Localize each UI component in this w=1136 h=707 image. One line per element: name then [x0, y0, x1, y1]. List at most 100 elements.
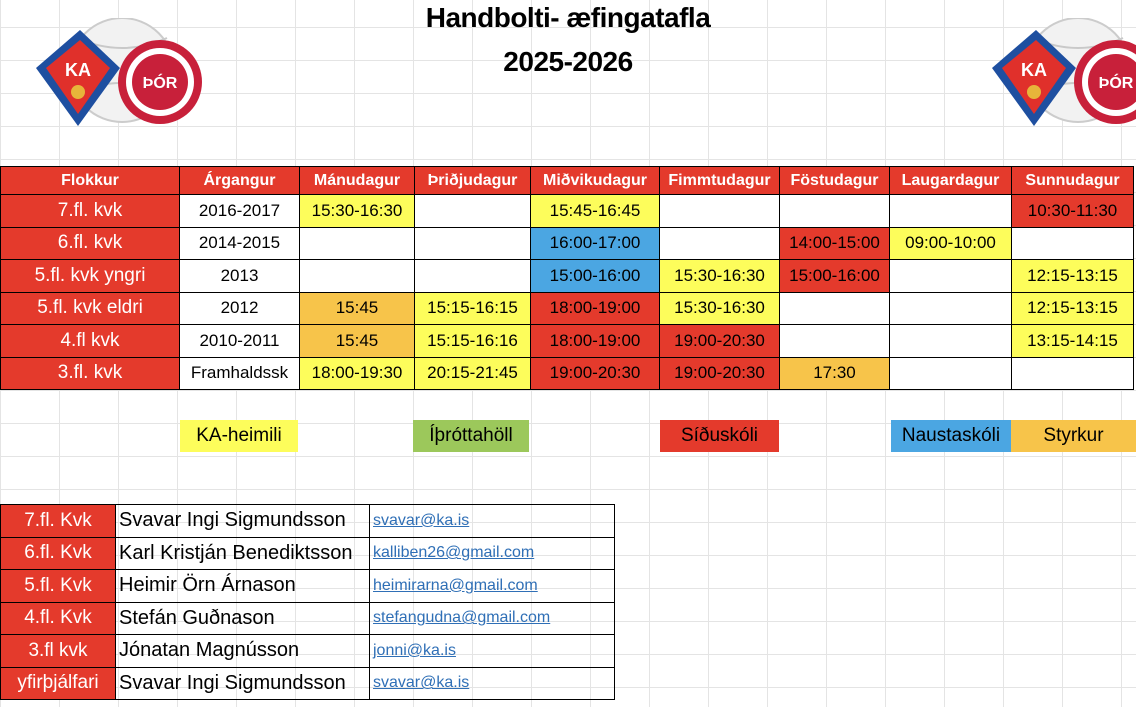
- time-slot-cell: [889, 194, 1012, 228]
- time-slot-cell: 15:00-16:00: [779, 259, 890, 293]
- schedule-header-cell: Fimmtudagur: [659, 166, 780, 195]
- schedule-row: 3.fl. kvk Framhaldssk 18:00-19:30 20:15-21:…: [0, 356, 1134, 390]
- time-slot-cell: 19:00-20:30: [530, 356, 660, 390]
- group-name-cell: 3.fl. kvk: [0, 356, 180, 390]
- time-slot-cell: [889, 324, 1012, 358]
- time-slot-cell: 15:45: [299, 324, 415, 358]
- time-slot-cell: 15:45: [299, 291, 415, 325]
- svg-text:ÞÓR: ÞÓR: [143, 73, 178, 92]
- time-slot-cell: 15:30-16:30: [299, 194, 415, 228]
- contact-row: 3.fl kvk Jónatan Magnússon jonni@ka.is: [0, 634, 615, 668]
- time-slot-cell: 09:00-10:00: [889, 226, 1012, 260]
- time-slot-cell: 15:30-16:30: [659, 291, 780, 325]
- time-slot-cell: 20:15-21:45: [414, 356, 531, 390]
- schedule-header-row: Flokkur Árgangur Mánudagur Þriðjudagur Miðvi…: [0, 166, 1134, 195]
- group-name-cell: 7.fl. kvk: [0, 194, 180, 228]
- time-slot-cell: 18:00-19:00: [530, 291, 660, 325]
- contact-row: 4.fl. Kvk Stefán Guðnason stefangudna@gmai…: [0, 601, 615, 635]
- schedule-header-cell: Föstudagur: [779, 166, 890, 195]
- schedule-row: 7.fl. kvk 2016-2017 15:30-16:30 15:45-16:45…: [0, 194, 1134, 228]
- schedule-row: 5.fl. kvk yngri 2013 15:00-16:00 15:30-16:3…: [0, 259, 1134, 293]
- group-name-cell: 6.fl. kvk: [0, 226, 180, 260]
- birth-year-cell: 2013: [179, 259, 300, 293]
- schedule-header-cell: Miðvikudagur: [530, 166, 660, 195]
- email-cell: heimirarna@gmail.com: [369, 569, 615, 603]
- time-slot-cell: 15:15-16:16: [414, 324, 531, 358]
- time-slot-cell: [414, 194, 531, 228]
- time-slot-cell: 15:15-16:15: [414, 291, 531, 325]
- birth-year-cell: Framhaldssk: [179, 356, 300, 390]
- schedule-table: Flokkur Árgangur Mánudagur Þriðjudagur Miðvi…: [0, 166, 1134, 390]
- time-slot-cell: [659, 226, 780, 260]
- email-cell: stefangudna@gmail.com: [369, 601, 615, 635]
- email-link[interactable]: jonni@ka.is: [373, 641, 456, 659]
- group-name-cell: 5.fl. kvk eldri: [0, 291, 180, 325]
- time-slot-cell: 16:00-17:00: [530, 226, 660, 260]
- schedule-header-cell: Flokkur: [0, 166, 180, 195]
- coach-name-cell: Heimir Örn Árnason: [115, 569, 370, 603]
- schedule-row: 5.fl. kvk eldri 2012 15:45 15:15-16:15 18:00…: [0, 291, 1134, 325]
- club-logo-right: KA ÞÓR: [988, 17, 1136, 136]
- birth-year-cell: 2014-2015: [179, 226, 300, 260]
- time-slot-cell: [1011, 226, 1134, 260]
- email-link[interactable]: heimirarna@gmail.com: [373, 576, 538, 594]
- email-link[interactable]: svavar@ka.is: [373, 674, 470, 692]
- email-cell: kalliben26@gmail.com: [369, 536, 615, 570]
- legend-item: Íþróttahöll: [413, 420, 529, 452]
- birth-year-cell: 2010-2011: [179, 324, 300, 358]
- schedule-header-cell: Sunnudagur: [1011, 166, 1134, 195]
- legend-item: KA-heimili: [180, 420, 298, 452]
- svg-text:KA: KA: [65, 60, 91, 80]
- time-slot-cell: 17:30: [779, 356, 890, 390]
- time-slot-cell: [299, 226, 415, 260]
- contact-group-cell: 5.fl. Kvk: [0, 569, 116, 603]
- coach-name-cell: Stefán Guðnason: [115, 601, 370, 635]
- page-subtitle-season: 2025-2026: [503, 46, 633, 77]
- contact-group-cell: 6.fl. Kvk: [0, 536, 116, 570]
- email-link[interactable]: svavar@ka.is: [373, 511, 470, 529]
- group-name-cell: 5.fl. kvk yngri: [0, 259, 180, 293]
- club-logo-left: KA ÞÓR: [32, 17, 212, 136]
- schedule-header-cell: Mánudagur: [299, 166, 415, 195]
- time-slot-cell: [414, 259, 531, 293]
- contact-group-cell: 4.fl. Kvk: [0, 601, 116, 635]
- contact-row: 7.fl. Kvk Svavar Ingi Sigmundsson svavar@k…: [0, 504, 615, 538]
- email-link[interactable]: kalliben26@gmail.com: [373, 544, 535, 562]
- time-slot-cell: [889, 356, 1012, 390]
- group-name-cell: 4.fl kvk: [0, 324, 180, 358]
- time-slot-cell: [1011, 356, 1134, 390]
- email-cell: jonni@ka.is: [369, 634, 615, 668]
- contact-row: yfirþjálfari Svavar Ingi Sigmundsson svava…: [0, 666, 615, 700]
- contact-group-cell: 7.fl. Kvk: [0, 504, 116, 538]
- time-slot-cell: 15:30-16:30: [659, 259, 780, 293]
- contact-group-cell: yfirþjálfari: [0, 666, 116, 700]
- legend-item: Naustaskóli: [891, 420, 1011, 452]
- time-slot-cell: [889, 259, 1012, 293]
- birth-year-cell: 2012: [179, 291, 300, 325]
- time-slot-cell: 12:15-13:15: [1011, 259, 1134, 293]
- coach-name-cell: Jónatan Magnússon: [115, 634, 370, 668]
- time-slot-cell: 18:00-19:00: [530, 324, 660, 358]
- legend-item: Síðuskóli: [660, 420, 779, 452]
- contact-group-cell: 3.fl kvk: [0, 634, 116, 668]
- time-slot-cell: [779, 194, 890, 228]
- time-slot-cell: 14:00-15:00: [779, 226, 890, 260]
- time-slot-cell: 15:45-16:45: [530, 194, 660, 228]
- schedule-row: 6.fl. kvk 2014-2015 16:00-17:00 14:00-15:00…: [0, 226, 1134, 260]
- time-slot-cell: 19:00-20:30: [659, 356, 780, 390]
- time-slot-cell: [414, 226, 531, 260]
- time-slot-cell: 19:00-20:30: [659, 324, 780, 358]
- email-cell: svavar@ka.is: [369, 666, 615, 700]
- time-slot-cell: 15:00-16:00: [530, 259, 660, 293]
- svg-text:ÞÓR: ÞÓR: [1099, 73, 1134, 92]
- contact-row: 5.fl. Kvk Heimir Örn Árnason heimirarna@gm…: [0, 569, 615, 603]
- ka-thor-logo-icon: KA ÞÓR: [36, 17, 202, 126]
- email-link[interactable]: stefangudna@gmail.com: [373, 609, 551, 627]
- birth-year-cell: 2016-2017: [179, 194, 300, 228]
- time-slot-cell: [779, 291, 890, 325]
- schedule-header-cell: Þriðjudagur: [414, 166, 531, 195]
- time-slot-cell: [659, 194, 780, 228]
- schedule-header-cell: Árgangur: [179, 166, 300, 195]
- time-slot-cell: [779, 324, 890, 358]
- coach-name-cell: Svavar Ingi Sigmundsson: [115, 666, 370, 700]
